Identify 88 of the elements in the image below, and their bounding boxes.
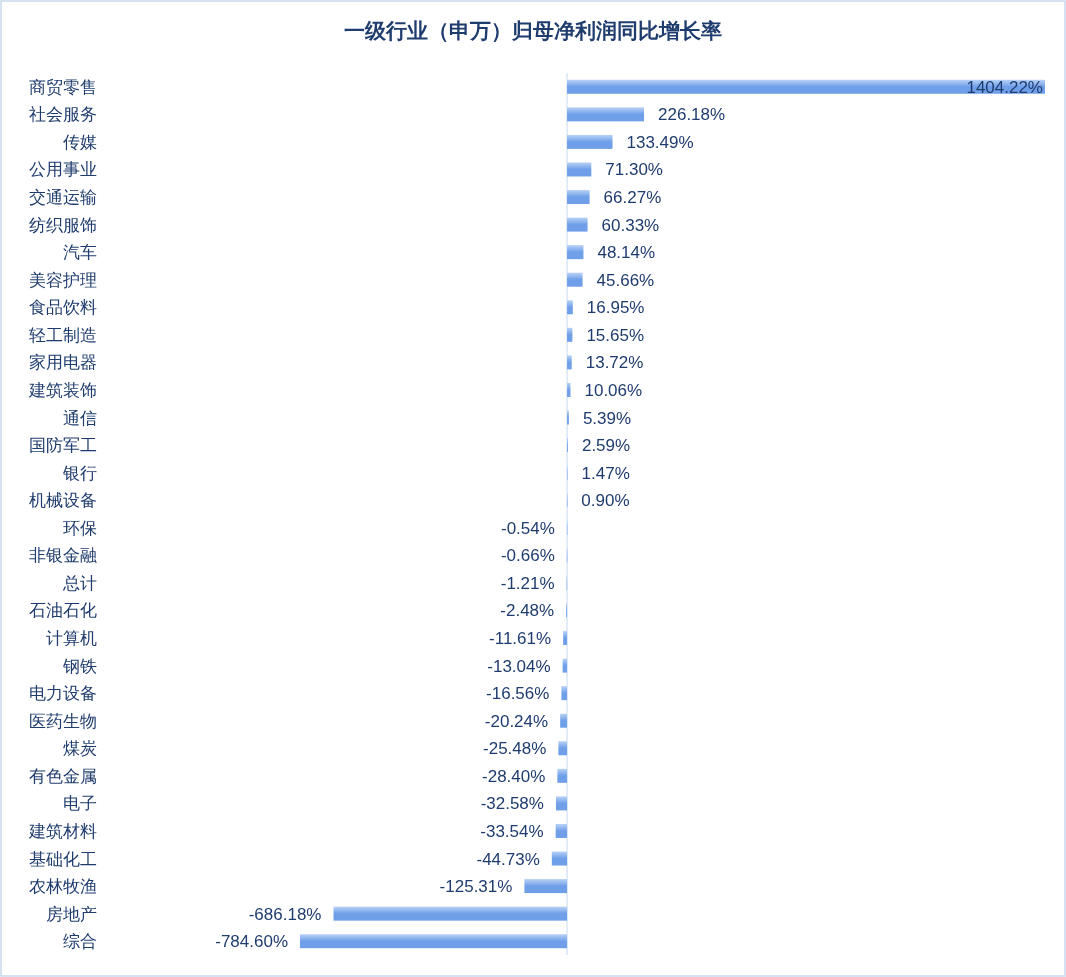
data-label: -686.18%	[248, 904, 322, 924]
y-tick-label: 社会服务	[29, 105, 97, 125]
data-label: -1.21%	[500, 573, 555, 593]
y-tick-label: 总计	[62, 573, 97, 593]
y-tick-label: 房地产	[46, 904, 97, 924]
data-label: -784.60%	[215, 932, 288, 952]
data-label: 45.66%	[596, 270, 655, 290]
y-tick-label: 纺织服饰	[29, 215, 97, 235]
data-label: -0.54%	[500, 518, 555, 538]
data-label: 1.47%	[581, 463, 630, 483]
data-label: -20.24%	[484, 711, 549, 731]
bar	[300, 934, 568, 949]
bar	[524, 879, 568, 894]
data-label: -2.48%	[500, 601, 555, 621]
data-label: -13.04%	[487, 656, 551, 676]
data-label: 226.18%	[658, 105, 726, 125]
bar	[563, 631, 568, 646]
bar	[567, 355, 572, 370]
bar	[561, 686, 568, 701]
y-tick-label: 美容护理	[29, 270, 97, 290]
bar	[558, 741, 568, 756]
y-tick-label: 农林牧渔	[29, 877, 97, 897]
y-tick-label: 非银金融	[29, 546, 97, 566]
y-tick-label: 钢铁	[62, 656, 97, 676]
y-tick-label: 机械设备	[29, 491, 97, 511]
bar	[567, 300, 573, 315]
data-label: 66.27%	[603, 188, 662, 208]
y-tick-label: 食品饮料	[29, 298, 97, 318]
bar	[551, 851, 568, 866]
bar	[567, 134, 613, 149]
data-label: 1404.22%	[966, 77, 1043, 97]
y-tick-label: 基础化工	[29, 849, 97, 869]
data-label: 10.06%	[584, 380, 643, 400]
bar	[567, 162, 592, 177]
data-label: 60.33%	[601, 215, 660, 235]
y-tick-label: 国防军工	[29, 436, 97, 456]
data-label: 16.95%	[586, 298, 645, 318]
data-label: -16.56%	[486, 684, 550, 704]
y-tick-label: 轻工制造	[29, 325, 97, 345]
bar	[560, 713, 568, 728]
y-tick-label: 银行	[62, 463, 97, 483]
y-tick-label: 公用事业	[29, 160, 97, 180]
y-tick-label: 有色金属	[29, 766, 97, 786]
bar	[567, 217, 588, 232]
data-label: -44.73%	[476, 849, 540, 869]
y-tick-label: 建筑装饰	[28, 380, 97, 400]
y-tick-label: 综合	[63, 932, 97, 952]
y-tick-label: 医药生物	[29, 711, 97, 731]
data-label: 48.14%	[597, 243, 656, 263]
bar	[567, 327, 573, 342]
data-label: -0.66%	[500, 546, 555, 566]
bar	[567, 107, 645, 122]
y-tick-label: 商贸零售	[29, 77, 97, 97]
chart-title: 一级行业（申万）归母净利润同比增长率	[344, 19, 722, 42]
y-tick-label: 电子	[63, 794, 97, 814]
data-label: 5.39%	[582, 408, 632, 428]
y-tick-label: 通信	[63, 408, 97, 428]
bar	[567, 190, 590, 205]
data-label: 15.65%	[586, 325, 645, 345]
y-tick-label: 建筑材料	[28, 821, 97, 841]
y-tick-label: 交通运输	[29, 188, 97, 208]
data-label: 0.90%	[581, 491, 630, 511]
bar	[555, 796, 568, 811]
y-tick-label: 环保	[63, 518, 97, 538]
bar	[562, 658, 568, 673]
bar	[333, 906, 568, 921]
data-label: -11.61%	[489, 629, 552, 649]
y-tick-label: 传媒	[63, 132, 97, 152]
data-label: -125.31%	[439, 877, 513, 897]
data-label: 13.72%	[585, 353, 644, 373]
y-tick-label: 煤炭	[63, 739, 97, 759]
data-label: 71.30%	[605, 160, 663, 180]
data-label: -33.54%	[480, 821, 544, 841]
y-tick-label: 计算机	[46, 629, 97, 649]
bar	[557, 768, 568, 783]
data-label: -32.58%	[480, 794, 544, 814]
data-label: -28.40%	[482, 766, 546, 786]
y-tick-label: 家用电器	[29, 353, 97, 373]
bar	[567, 272, 583, 287]
data-label: 2.59%	[581, 436, 631, 456]
bar	[555, 823, 568, 838]
bar	[567, 79, 1045, 94]
data-label: 133.49%	[626, 132, 694, 152]
y-tick-label: 电力设备	[29, 684, 97, 704]
y-tick-label: 汽车	[63, 243, 97, 263]
bar	[567, 245, 584, 260]
data-label: -25.48%	[483, 739, 547, 759]
y-tick-label: 石油石化	[29, 601, 97, 621]
